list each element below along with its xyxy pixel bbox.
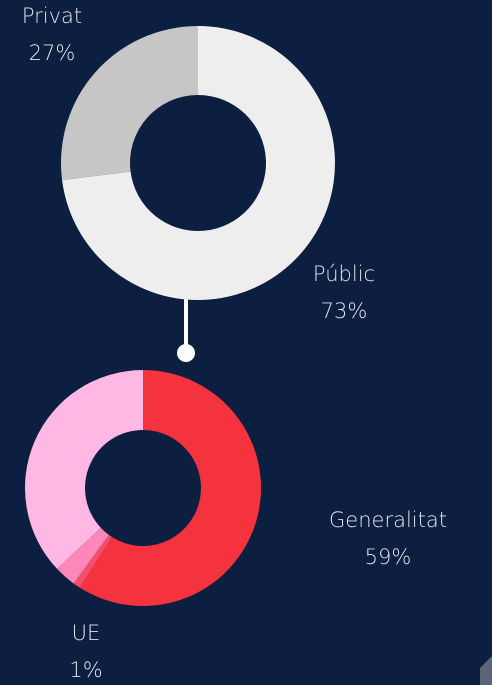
connector-dot xyxy=(177,344,195,362)
donut-segment xyxy=(73,534,112,588)
donut-segment xyxy=(24,370,143,569)
segment-label: UE xyxy=(72,621,101,645)
donut-segment xyxy=(56,527,109,584)
segment-label: Generalitat xyxy=(329,508,447,532)
segment-label: Privat xyxy=(22,4,82,28)
donut-segment xyxy=(79,370,262,606)
segment-value: 73% xyxy=(321,299,368,323)
segment-value: 59% xyxy=(365,545,412,569)
donut-segment xyxy=(62,26,335,301)
segment-label: Públic xyxy=(313,262,375,286)
corner-shape xyxy=(480,656,492,685)
donut-segment xyxy=(60,26,198,181)
segment-value: 27% xyxy=(29,41,76,65)
segment-value: 1% xyxy=(69,658,102,682)
